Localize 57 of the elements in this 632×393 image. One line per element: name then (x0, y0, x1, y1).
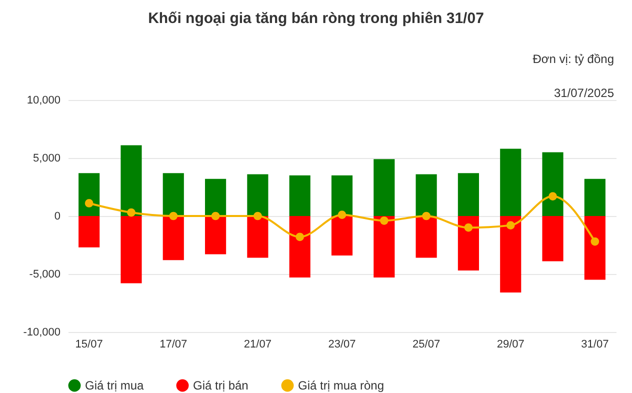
bar (205, 216, 226, 254)
text: Đơn vị: tỷ đồng (532, 52, 614, 66)
point (380, 216, 388, 225)
bar (120, 216, 142, 284)
y-tick-label: 10,000 (26, 94, 60, 106)
legend-label: Giá trị mua ròng (298, 378, 384, 393)
point (506, 221, 515, 230)
bar (584, 216, 606, 280)
x-tick-label: 15/07 (75, 338, 103, 350)
bar (374, 216, 395, 278)
point (84, 199, 94, 208)
bar (120, 145, 142, 216)
bar (584, 178, 606, 216)
chart-title: Khối ngoại gia tăng bán ròng trong phiên 31/07 (147, 10, 485, 27)
bar (289, 216, 310, 278)
bar (416, 216, 437, 258)
y-tick-label: 0 (54, 210, 60, 222)
bar (500, 148, 522, 216)
legend-label: Giá trị bán (193, 378, 248, 393)
bar (205, 178, 226, 216)
point (296, 232, 304, 242)
bar (416, 174, 437, 216)
bar (289, 175, 310, 216)
x-tick-label: 31/07 (581, 338, 609, 350)
bar (247, 174, 268, 216)
point (548, 192, 557, 200)
x-tick-label: 21/07 (244, 338, 272, 350)
point (338, 210, 346, 220)
bar (331, 175, 353, 216)
bar (542, 216, 564, 262)
point (127, 208, 136, 217)
bar (458, 216, 479, 271)
point (254, 212, 262, 220)
legend-label: Giá trị mua (85, 378, 144, 393)
bar (78, 216, 100, 248)
point (464, 223, 473, 232)
bar (162, 173, 184, 216)
text: 31/07/2025 (554, 86, 614, 100)
y-tick-label: 5,000 (32, 152, 60, 164)
point (169, 212, 178, 220)
bar (374, 159, 395, 216)
bar (247, 216, 268, 258)
point (211, 212, 220, 220)
x-tick-label: 23/07 (328, 338, 356, 350)
y-tick-label: -10,000 (23, 326, 60, 338)
bar (162, 216, 184, 260)
x-tick-label: 25/07 (412, 338, 440, 350)
bar (331, 216, 353, 256)
x-tick-label: 17/07 (160, 338, 188, 350)
point (422, 212, 430, 220)
y-tick-label: -5,000 (29, 268, 60, 280)
bar (78, 173, 100, 216)
bar (500, 216, 522, 293)
bar (458, 173, 479, 216)
x-tick-label: 29/07 (496, 338, 524, 350)
point (590, 237, 600, 246)
bar (542, 152, 564, 216)
